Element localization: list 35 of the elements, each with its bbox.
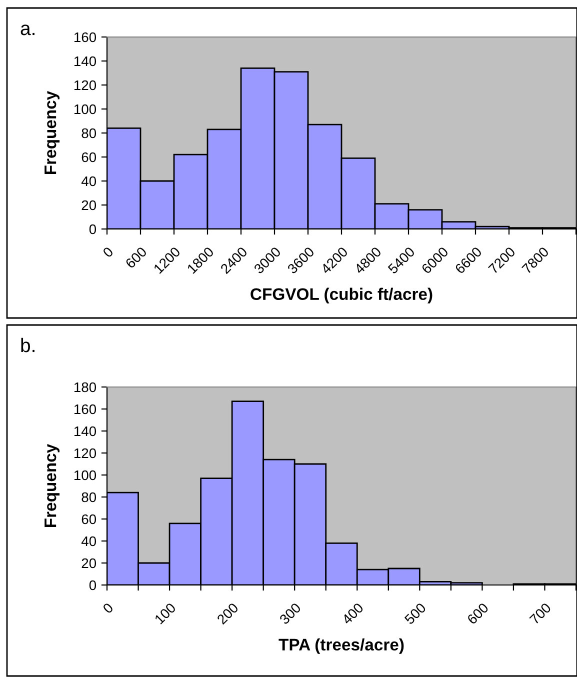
- y-tick-label: 0: [89, 224, 96, 234]
- y-tick-label: 120: [74, 448, 96, 458]
- y-tick-label: 20: [82, 200, 96, 210]
- x-tick-label: 600: [466, 602, 490, 625]
- y-tick-label: 20: [82, 558, 96, 568]
- y-tick-label: 120: [74, 80, 96, 90]
- y-tick-label: 180: [74, 382, 96, 392]
- y-tick-label: 60: [82, 152, 96, 162]
- x-tick-label: 100: [154, 602, 176, 625]
- y-tick-label: 100: [74, 104, 96, 114]
- x-tick-label: 200: [216, 602, 239, 625]
- y-tick-label: 140: [74, 56, 96, 66]
- y-tick-label: 100: [74, 470, 96, 480]
- x-tick-label: 500: [404, 602, 426, 625]
- chart-title: a.: [20, 24, 34, 36]
- x-tick-label: 300: [278, 602, 302, 625]
- x-tick-label: 0: [102, 246, 114, 258]
- y-tick-label: 160: [74, 404, 96, 414]
- y-axis-title: Frequency: [44, 90, 60, 174]
- y-tick-label: 140: [74, 426, 96, 436]
- y-tick-label: 60: [82, 514, 96, 524]
- x-tick-label: 700: [529, 602, 552, 625]
- y-tick-label: 80: [82, 492, 96, 502]
- y-tick-label: 40: [81, 176, 96, 186]
- y-tick-label: 40: [81, 536, 96, 546]
- x-tick-label: 400: [341, 602, 364, 626]
- y-tick-label: 0: [89, 580, 96, 590]
- y-tick-label: 160: [74, 32, 96, 42]
- y-axis-title: Frequency: [44, 444, 60, 528]
- chart-title: b.: [21, 338, 34, 352]
- x-tick-label: 600: [124, 246, 148, 269]
- x-axis-title: TPA (trees/acre): [278, 638, 404, 654]
- x-axis-title: CFGVOL (cubic ft/acre): [250, 288, 432, 304]
- y-tick-label: 80: [82, 128, 96, 138]
- x-tick-label: 0: [102, 602, 114, 614]
